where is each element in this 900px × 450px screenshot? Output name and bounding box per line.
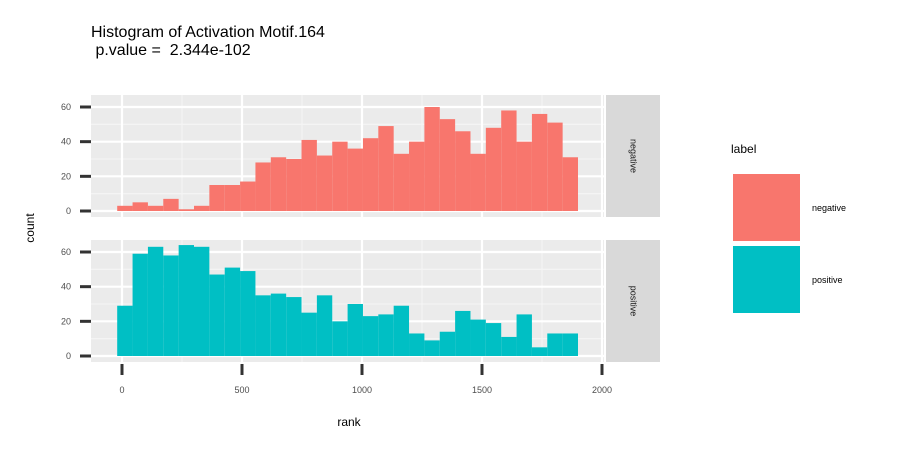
bar-negative [255,162,271,211]
bar-negative [224,185,241,211]
bar-positive [147,246,164,356]
bar-positive [301,312,317,356]
bar-negative [147,205,164,211]
bar-negative [531,113,548,211]
bar-negative [378,126,394,211]
legend: label negative positive [731,142,846,313]
y-tick-label: 0 [66,206,71,216]
bar-negative [316,155,333,211]
bar-negative [409,141,425,211]
bar-negative [301,139,317,211]
bar-positive [255,295,271,356]
bar-negative [163,198,179,211]
bar-negative [439,119,456,211]
bar-positive [316,295,333,356]
facet-strip-label: positive [629,286,639,317]
bar-positive [516,314,532,356]
bar-negative [393,153,410,211]
y-tick-label: 40 [61,282,71,292]
bar-positive [286,297,302,356]
x-tick-label: 1500 [472,385,492,395]
y-tick-label: 60 [61,102,71,112]
y-tick-label: 20 [61,316,71,326]
bar-negative [194,205,210,211]
bar-negative [270,157,287,211]
bar-positive [455,310,471,356]
y-tick-label: 40 [61,137,71,147]
bar-positive [439,331,456,356]
facet-panel-positive: 0 20 40 60 positive [61,240,660,362]
bar-positive [501,336,517,356]
bar-positive [194,246,210,356]
bar-positive [347,304,363,356]
bar-positive [132,253,148,356]
bar-positive [531,347,548,356]
y-axis-title: count [23,213,37,243]
bar-negative [347,148,363,211]
bar-positive [163,255,179,356]
bar-negative [516,141,532,211]
facet-strip-label: negative [629,139,639,173]
bar-negative [562,157,578,211]
legend-key-negative [733,174,800,241]
facet-panels: 0 20 40 60 negative 0 20 40 60 positive 0 500 1000 15… [61,95,660,395]
legend-title: label [731,142,756,156]
bar-negative [209,185,225,211]
bar-positive [117,305,133,356]
bar-positive [562,333,578,356]
bar-positive [424,340,440,356]
bar-negative [501,110,517,211]
bar-negative [132,202,148,211]
bar-positive [409,333,425,356]
facet-panel-negative: 0 20 40 60 negative [61,95,660,217]
bar-positive [209,274,225,356]
y-tick-label: 0 [66,351,71,361]
bar-positive [547,333,563,356]
bar-positive [378,314,394,356]
bar-positive [485,323,502,356]
bar-negative [286,159,302,211]
bar-positive [362,316,379,356]
x-axis: 0 500 1000 1500 2000 [119,364,612,395]
x-tick-label: 2000 [592,385,612,395]
x-tick-label: 1000 [352,385,372,395]
facet-strip [606,95,660,217]
bar-negative [178,209,194,211]
y-tick-label: 20 [61,171,71,181]
bar-positive [470,319,486,356]
legend-key-positive [733,246,800,313]
bar-negative [332,141,348,211]
bar-negative [362,138,379,211]
x-tick-label: 0 [119,385,124,395]
bar-negative [117,205,133,211]
bar-negative [470,153,486,211]
bar-positive [332,321,348,356]
bar-positive [393,305,410,356]
y-tick-label: 60 [61,247,71,257]
facet-strip [606,240,660,362]
bar-negative [240,181,256,211]
bar-positive [240,271,256,356]
bar-negative [455,131,471,211]
x-tick-label: 500 [234,385,249,395]
legend-label-positive: positive [812,275,843,285]
bar-positive [178,245,194,356]
legend-label-negative: negative [812,203,846,213]
chart-subtitle: p.value = 2.344e-102 [91,42,251,59]
bar-positive [270,293,287,356]
bar-negative [547,122,563,211]
chart-title: Histogram of Activation Motif.164 [91,24,325,41]
x-axis-title: rank [337,415,361,429]
bar-negative [424,107,440,211]
bar-negative [485,127,502,211]
bar-positive [224,267,241,356]
